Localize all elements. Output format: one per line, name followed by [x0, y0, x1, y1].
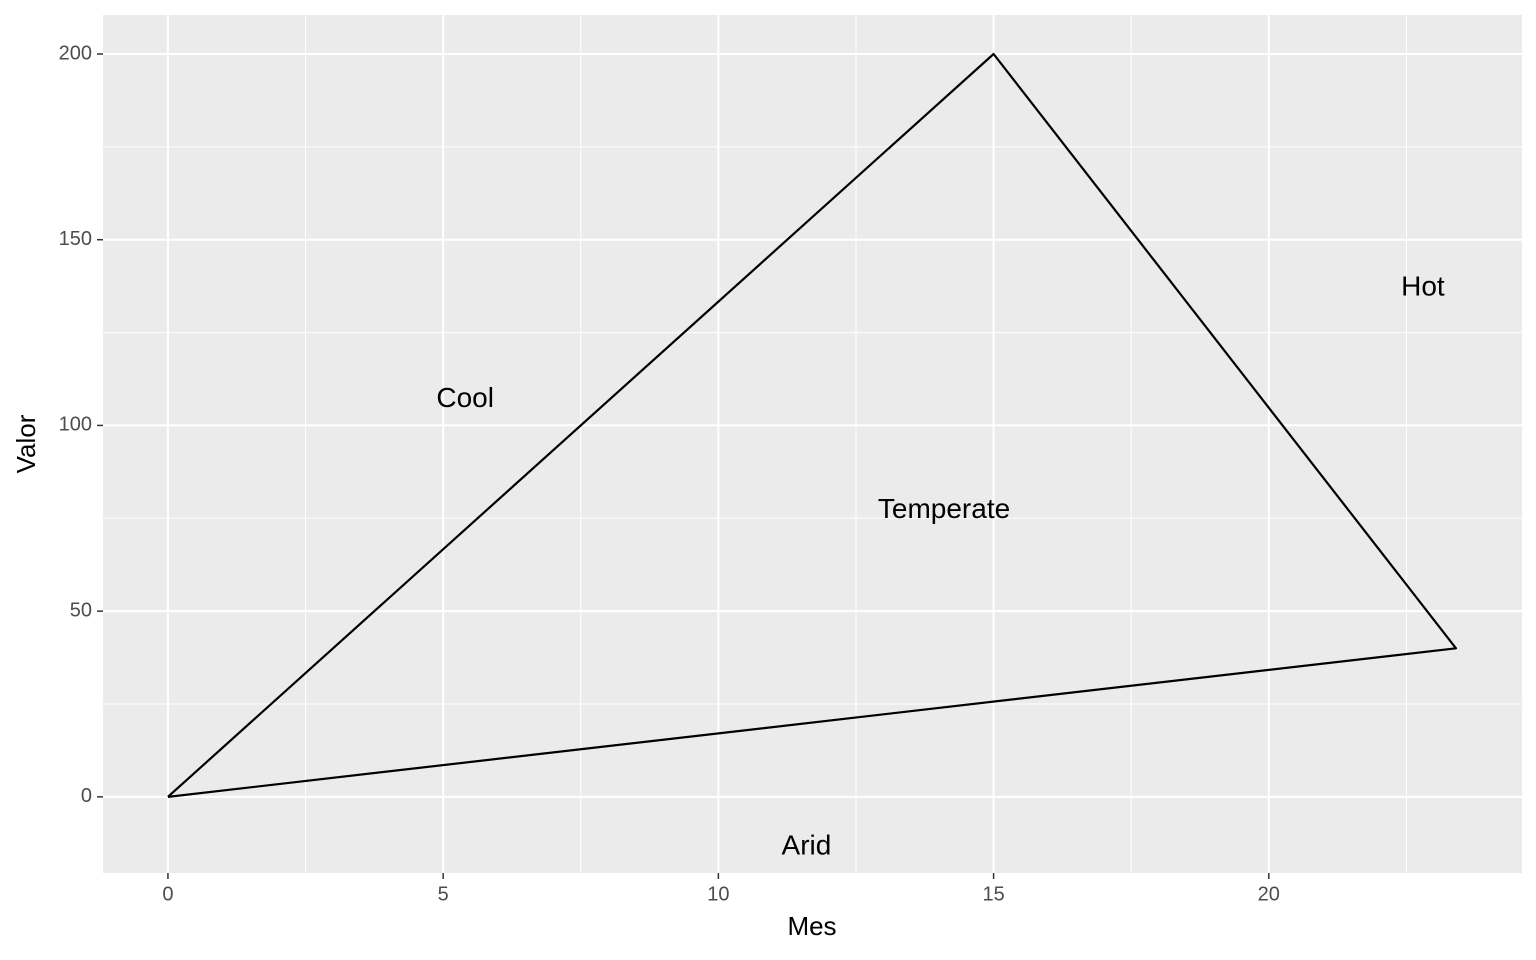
x-tick-label: 5 — [438, 883, 449, 905]
annotation: Temperate — [878, 493, 1010, 524]
y-tick-label: 0 — [81, 785, 92, 807]
x-tick-label: 15 — [982, 883, 1004, 905]
annotation: Hot — [1401, 270, 1445, 301]
y-tick-label: 100 — [59, 414, 92, 436]
y-tick-label: 200 — [59, 42, 92, 64]
y-tick-label: 50 — [70, 599, 92, 621]
panel — [103, 15, 1522, 873]
line — [167, 52, 1458, 798]
x-tick-label: 0 — [162, 883, 173, 905]
y-tick-label: 150 — [59, 228, 92, 250]
x-tick-label: 10 — [707, 883, 729, 905]
y-axis-title: Valor — [11, 414, 41, 473]
annotation: Cool — [436, 382, 494, 413]
x-tick-label: 20 — [1258, 883, 1280, 905]
annotation: Arid — [782, 829, 832, 860]
x-axis-title: Mes — [787, 911, 836, 941]
